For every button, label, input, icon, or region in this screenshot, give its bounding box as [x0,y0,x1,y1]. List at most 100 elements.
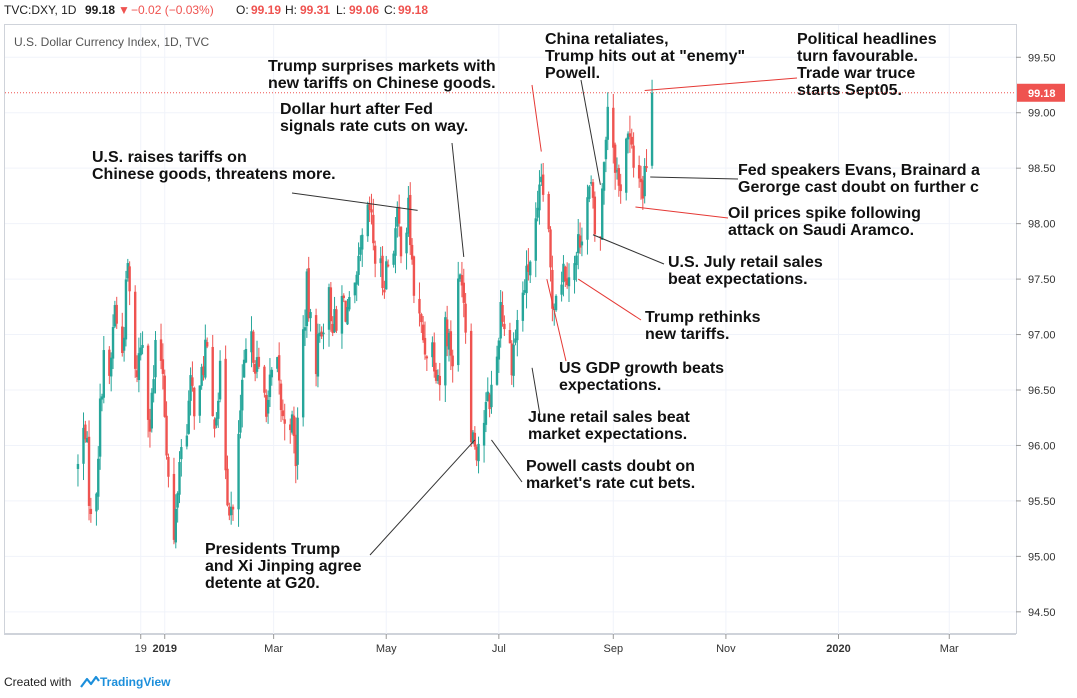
x-tick-label: May [376,643,397,655]
candle-body [82,427,85,464]
time-axis[interactable]: 19 2019 Mar May Jul Sep Nov 2020 Mar [135,634,959,655]
annotation-text: Powell casts doubt on market's rate cut b… [526,458,695,492]
candle-body [84,424,87,440]
candle-body [613,144,617,173]
candle-body [562,263,565,283]
candle-body [632,145,635,168]
candle-body [449,331,453,356]
candle-body [462,282,465,303]
candle-body [318,332,321,337]
symbol-header: TVC:DXY, 1D 99.18 ▼ −0.02 (−0.03%) O: 99… [0,0,1077,20]
candle-body [172,473,176,540]
candle-body [412,256,416,296]
candle-body [541,174,545,195]
last-price-tag-label: 99.18 [1028,88,1056,100]
candle-body [97,458,100,497]
candle-body [237,433,240,510]
price-axis[interactable]: 99.50 99.00 98.50 98.00 97.50 97.00 96.50 96.00… [1016,52,1056,619]
candle-body [198,385,201,416]
annotation-line: beat expectations. [668,271,808,288]
candle-body [554,295,558,311]
candle-body [495,356,499,385]
candle-body [560,284,563,295]
candle-body [250,331,253,353]
annotations: U.S. raises tariffs on Chinese goods, thr… [92,31,980,592]
candle-body [447,333,451,350]
candle-body [444,317,447,386]
last-price-tag-box [1017,83,1065,102]
candle-body [191,377,194,386]
candle-body [392,253,395,265]
annotation-line: Presidents Trump [205,541,340,558]
annotation-line: starts Sept05. [797,82,902,99]
candle-body [266,399,270,414]
candle-body [396,207,399,227]
candle-body [457,278,460,366]
candle-body [630,136,633,145]
annotation-line: expectations. [559,377,661,394]
candle-body [525,265,528,294]
candle-body [200,367,203,386]
candle-body [410,244,414,260]
candle-body [205,342,209,347]
candle-body [420,314,423,323]
candle-body [529,261,532,276]
annotation-leader-line [491,439,523,483]
candle-body [357,255,360,275]
candle-body [499,302,502,339]
annotation-text: Fed speakers Evans, Brainard a Gerorge ca… [738,162,980,196]
annotation-line: Trump hits out at "enemy" [545,48,745,65]
down-arrow-icon: ▼ [118,3,130,17]
candle-body [615,170,619,172]
candle-body [348,297,351,310]
annotation-leader-line [531,367,541,416]
annotation-line: Gerorge cast doubt on further c [738,179,979,196]
x-tick-label: Jul [492,643,506,655]
annotation-leader-line [592,234,665,265]
candle-body [283,419,286,424]
x-tick-label: Mar [264,643,283,655]
y-tick-label: 94.50 [1028,607,1056,619]
annotation-text: Oil prices spike following attack on Saud… [728,205,921,239]
candle-body [385,261,388,290]
annotation-leader-line [291,192,418,211]
y-tick-label: 97.50 [1028,274,1056,286]
candle-body [628,133,632,137]
tradingview-logo-icon [80,675,100,688]
candle-body [263,366,266,393]
candle-body [133,291,137,369]
candle-body [473,432,477,447]
candle-body [121,326,124,353]
candle-body [163,375,166,417]
candle-body [551,269,554,309]
candle-body [152,379,155,394]
candle-body [575,255,578,266]
candle-body [265,394,268,417]
price-chart[interactable]: U.S. Dollar Currency Index, 1D, TVC U.S.… [0,20,1077,670]
candle-body [224,358,227,471]
candle-body [399,226,403,257]
candle-body [593,196,597,235]
candle-body [346,307,349,325]
candle-body [303,327,307,331]
tradingview-brand[interactable]: TradingView [100,675,171,689]
candle-body [335,309,338,331]
annotation-text: US GDP growth beats expectations. [559,360,724,394]
y-tick-label: 98.00 [1028,219,1056,231]
candle-body [514,338,517,343]
candle-body [361,234,364,250]
candle-body [228,506,231,516]
candle-body [405,232,408,254]
annotation-line: U.S. July retail sales [668,254,823,271]
annotation-line: China retaliates, [545,31,669,48]
footer: Created with TradingView [0,670,1077,698]
annotation-text: Trump surprises markets with new tariffs … [268,58,496,92]
annotation-line: Trump rethinks [645,309,761,326]
candle-body [577,234,580,254]
candle-body [567,277,571,287]
candle-body [161,359,165,374]
annotation-line: new tariffs. [645,326,729,343]
candle-body [281,410,285,417]
candle-body [383,289,386,293]
candle-body [342,295,345,299]
